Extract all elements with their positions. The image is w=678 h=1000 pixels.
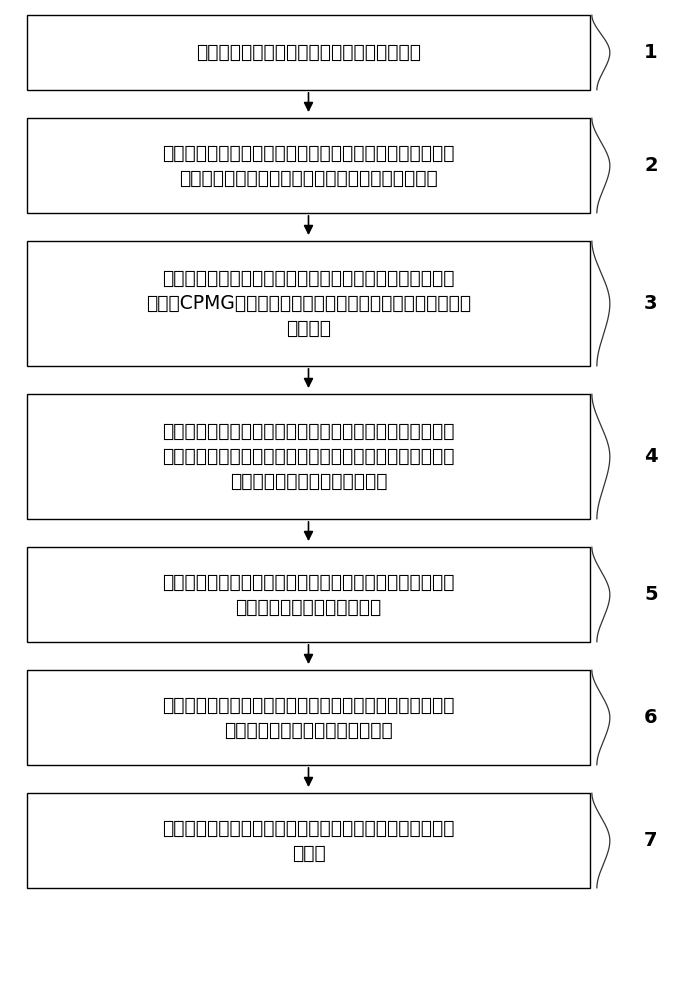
Bar	[27, 394, 590, 519]
Text: 谱仪设备驱动梯度天线发射均匀射频梯度场，驱动螺线管天
线发射CPMG脉冲序列，沿水平方向依次对两个支线管道进行
分层扫描: 谱仪设备驱动梯度天线发射均匀射频梯度场，驱动螺线管天 线发射CPMG脉冲序列，沿…	[146, 269, 471, 338]
Text: 完成扫描后，获取第一支线管道对应的第一回波串数据集，
获取第二支线管道对应的第二回波串数据集，基于第一回波
串数据集计算得到各组分的含量: 完成扫描后，获取第一支线管道对应的第一回波串数据集， 获取第二支线管道对应的第二…	[162, 422, 455, 491]
Bar	[27, 547, 590, 642]
Text: 2: 2	[644, 156, 658, 175]
Text: 1: 1	[644, 43, 658, 62]
Text: 3: 3	[644, 294, 658, 313]
Text: 在不进行测量时，两个可控阀门处于开启状态: 在不进行测量时，两个可控阀门处于开启状态	[196, 43, 421, 62]
Text: 7: 7	[644, 831, 658, 850]
Text: 根据回波串的衰减速度与流速成正比，可基于第二回波串数
据集得到多相流体的平均流速: 根据回波串的衰减速度与流速成正比，可基于第二回波串数 据集得到多相流体的平均流速	[162, 572, 455, 616]
Text: 4: 4	[644, 447, 658, 466]
Text: 6: 6	[644, 708, 658, 727]
Text: 测量开始后，通过控制设备控制第一支线管道上的两个可控
阀门关闭，此时多相流体全部通过第二支线管道流过: 测量开始后，通过控制设备控制第一支线管道上的两个可控 阀门关闭，此时多相流体全部…	[162, 143, 455, 188]
Text: 计量完成后，控制设备控制阀门打开，等待下一次采样周期
的到来: 计量完成后，控制设备控制阀门打开，等待下一次采样周期 的到来	[162, 818, 455, 862]
Text: 5: 5	[644, 585, 658, 604]
Bar	[27, 241, 590, 366]
Bar	[27, 670, 590, 765]
Text: 平均流速乘以单个支线管道的横截面积，再乘以各组分含量
的百分比就可以得到各组分的流量: 平均流速乘以单个支线管道的横截面积，再乘以各组分含量 的百分比就可以得到各组分的…	[162, 696, 455, 740]
Bar	[27, 118, 590, 213]
Bar	[27, 793, 590, 888]
Bar	[27, 15, 590, 90]
